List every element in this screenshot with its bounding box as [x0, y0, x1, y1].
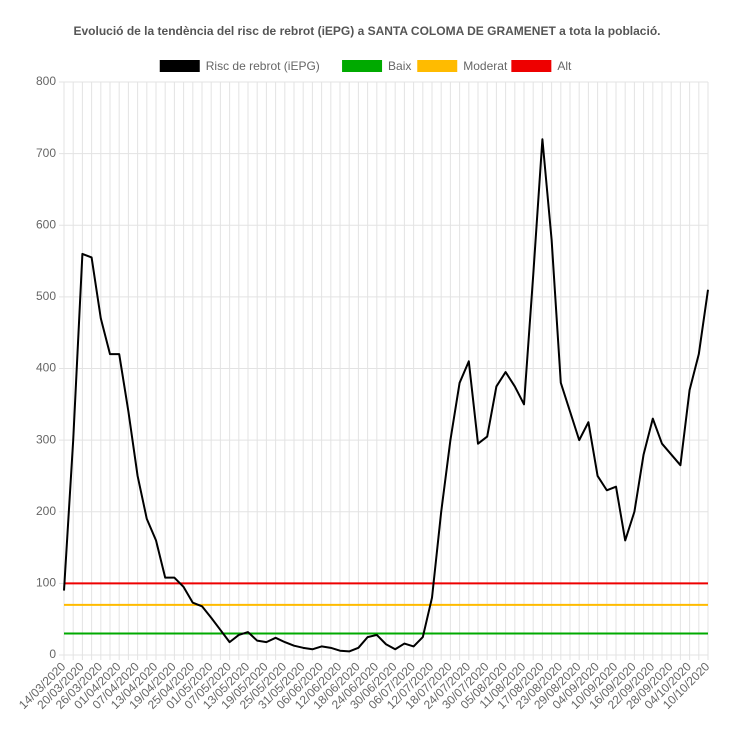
legend-label: Alt	[557, 59, 572, 73]
legend-label: Baix	[388, 59, 411, 73]
legend-swatch	[342, 60, 383, 72]
line	[63, 138, 709, 653]
legend-swatch	[511, 60, 552, 72]
y-tick-label: 100	[36, 576, 56, 590]
y-tick-label: 700	[36, 146, 56, 160]
y-tick-label: 300	[36, 432, 56, 446]
legend-label: Risc de rebrot (iEPG)	[206, 59, 320, 73]
y-tick-label: 0	[49, 647, 56, 661]
y-tick-label: 200	[36, 504, 56, 518]
chart-title: Evolució de la tendència del risc de reb…	[74, 24, 661, 38]
y-tick-label: 400	[36, 361, 56, 375]
legend-label: Moderat	[463, 59, 508, 73]
y-tick-label: 600	[36, 217, 56, 231]
legend-swatch	[159, 60, 200, 72]
y-tick-label: 800	[36, 74, 56, 88]
y-tick-label: 500	[36, 289, 56, 303]
legend-swatch	[417, 60, 458, 72]
